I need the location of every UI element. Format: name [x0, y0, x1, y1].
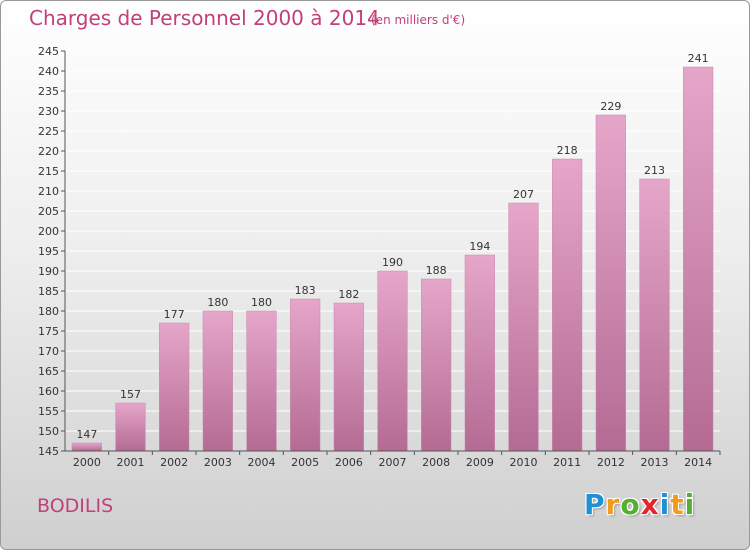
- logo-letter: i: [659, 488, 671, 521]
- x-tick-label: 2002: [160, 456, 188, 469]
- data-label: 147: [76, 428, 97, 441]
- data-label: 182: [338, 288, 359, 301]
- bar: [333, 302, 364, 452]
- data-label: 180: [207, 296, 228, 309]
- y-tick-label: 145: [38, 445, 59, 458]
- data-label: 157: [120, 388, 141, 401]
- y-tick-label: 225: [38, 125, 59, 138]
- chart-subtitle: (en milliers d'€): [371, 13, 466, 27]
- data-labels: 147 157 177 180 180 183 182 190 188 194 207 218 229 2…: [76, 52, 708, 441]
- bar: [683, 66, 714, 452]
- x-tick-label: 2005: [291, 456, 319, 469]
- data-label: 207: [513, 188, 534, 201]
- bar: [552, 158, 583, 452]
- x-tick-label: 2000: [73, 456, 101, 469]
- data-label: 241: [688, 52, 709, 65]
- data-label: 180: [251, 296, 272, 309]
- y-tick-label: 160: [38, 385, 59, 398]
- bar: [508, 202, 539, 452]
- proxiti-logo: Proxiti: [584, 488, 695, 521]
- x-tick-label: 2012: [597, 456, 625, 469]
- x-tick-label: 2014: [684, 456, 712, 469]
- data-label: 183: [295, 284, 316, 297]
- x-tick-label: 2009: [466, 456, 494, 469]
- x-tick-label: 2013: [641, 456, 669, 469]
- x-tick-label: 2011: [553, 456, 581, 469]
- y-tick-label: 210: [38, 185, 59, 198]
- y-tick-label: 180: [38, 305, 59, 318]
- x-tick-label: 2010: [510, 456, 538, 469]
- y-tick-label: 165: [38, 365, 59, 378]
- bar: [464, 254, 495, 452]
- x-tick-label: 2006: [335, 456, 363, 469]
- x-axis: 2000 2001 2002 2003 2004 2005 2006 2007 2008 2009…: [65, 450, 721, 469]
- data-label: 213: [644, 164, 665, 177]
- bar: [595, 114, 626, 452]
- bar: [246, 310, 277, 452]
- y-tick-label: 155: [38, 405, 59, 418]
- logo-letter: i: [684, 488, 696, 521]
- commune-name: BODILIS: [37, 495, 114, 517]
- bar: [377, 270, 408, 452]
- y-tick-label: 170: [38, 345, 59, 358]
- logo-letter: x: [640, 488, 660, 521]
- bar: [639, 178, 670, 452]
- data-label: 177: [164, 308, 185, 321]
- y-tick-label: 175: [38, 325, 59, 338]
- data-label: 188: [426, 264, 447, 277]
- y-tick-label: 150: [38, 425, 59, 438]
- y-tick-label: 245: [38, 45, 59, 58]
- bar: [290, 298, 321, 452]
- x-tick-label: 2003: [204, 456, 232, 469]
- y-tick-label: 185: [38, 285, 59, 298]
- x-tick-label: 2001: [117, 456, 145, 469]
- x-tick-label: 2007: [379, 456, 407, 469]
- bar: [202, 310, 233, 452]
- chart-title: Charges de Personnel 2000 à 2014: [29, 6, 380, 30]
- y-axis: 145 150 155 160 165 170 175 180 185 190 195 200 205 2…: [38, 45, 66, 458]
- y-tick-label: 200: [38, 225, 59, 238]
- data-label: 194: [469, 240, 490, 253]
- logo-letter: P: [584, 488, 606, 521]
- bar: [159, 322, 190, 452]
- x-tick-label: 2004: [248, 456, 276, 469]
- logo-letter: o: [620, 488, 641, 521]
- y-tick-label: 235: [38, 85, 59, 98]
- x-tick-label: 2008: [422, 456, 450, 469]
- bar: [71, 442, 102, 452]
- y-tick-label: 220: [38, 145, 59, 158]
- bar: [115, 402, 146, 452]
- data-label: 218: [557, 144, 578, 157]
- y-tick-label: 195: [38, 245, 59, 258]
- bar: [421, 278, 452, 452]
- logo-letter: t: [670, 488, 685, 521]
- logo-letter: r: [605, 488, 621, 521]
- y-tick-label: 215: [38, 165, 59, 178]
- y-tick-label: 190: [38, 265, 59, 278]
- y-tick-label: 205: [38, 205, 59, 218]
- data-label: 229: [600, 100, 621, 113]
- y-tick-label: 230: [38, 105, 59, 118]
- bars: [71, 66, 714, 452]
- y-tick-label: 240: [38, 65, 59, 78]
- data-label: 190: [382, 256, 403, 269]
